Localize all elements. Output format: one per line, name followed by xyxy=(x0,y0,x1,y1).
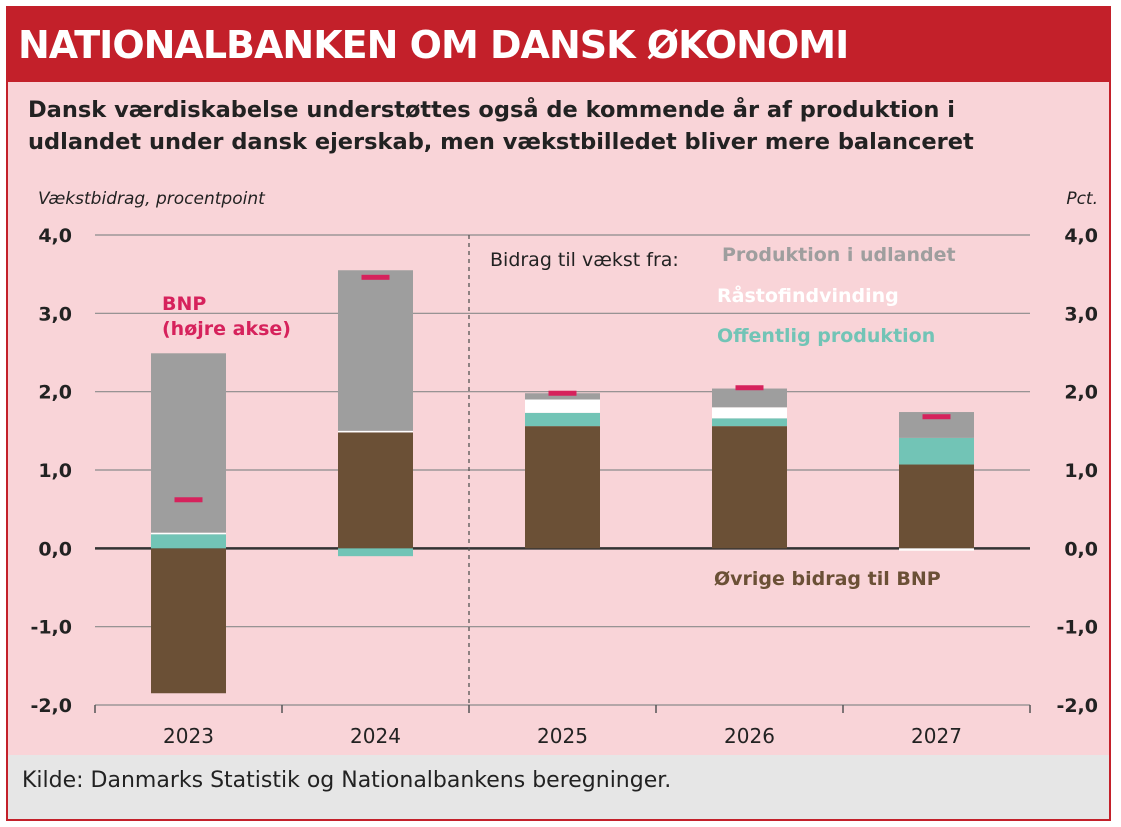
bars xyxy=(151,270,974,694)
bnp-marker xyxy=(735,385,764,391)
x-tick-label: 2027 xyxy=(911,724,962,748)
bar-segment-produktion_udland xyxy=(525,393,600,400)
bar-segment-raastof xyxy=(151,532,226,535)
y-tick-label-left: 0,0 xyxy=(38,538,72,560)
bar-segment-raastof xyxy=(525,399,600,413)
banner-title: NATIONALBANKEN OM DANSK ØKONOMI xyxy=(8,8,1109,82)
x-tick-label: 2023 xyxy=(163,724,214,748)
bar-segment-offentlig xyxy=(338,548,413,557)
source-note: Kilde: Danmarks Statistik og Nationalban… xyxy=(8,755,1109,819)
bar-segment-raastof xyxy=(899,548,974,551)
y-tick-label-left: 2,0 xyxy=(38,382,72,404)
subtitle-line-2: udlandet under dansk ejerskab, men vækst… xyxy=(28,129,974,155)
y-tick-label-left: -2,0 xyxy=(30,695,72,717)
y-tick-label-right: -1,0 xyxy=(1056,617,1098,639)
chart-subtitle: Dansk værdiskabelse understøttes også de… xyxy=(28,94,1098,158)
legend-raastof: Råstofindvinding xyxy=(717,283,899,307)
bar-segment-oevrige xyxy=(338,432,413,549)
bar-segment-oevrige xyxy=(525,426,600,549)
legend-offentlig: Offentlig produktion xyxy=(717,325,935,347)
axis-labels: 4,0 4,0 3,0 3,0 2,0 2,0 1,0 1,0 0,0 0,0 -1,0 -1,0 -2… xyxy=(30,225,1098,748)
bnp-marker xyxy=(361,274,390,280)
bnp-markers xyxy=(174,274,951,503)
legend-title: Bidrag til vækst fra: xyxy=(490,249,679,271)
x-tick-label: 2026 xyxy=(724,724,775,748)
bar-segment-offentlig xyxy=(899,437,974,465)
bnp-marker xyxy=(174,497,203,503)
y-tick-label-left: 1,0 xyxy=(38,460,72,482)
y-tick-label-right: 2,0 xyxy=(1064,382,1098,404)
y-tick-label-left: 3,0 xyxy=(38,303,72,325)
y-axis-label-right: Pct. xyxy=(1066,189,1098,209)
y-tick-label-right: 3,0 xyxy=(1064,303,1098,325)
y-tick-label-right: 4,0 xyxy=(1064,225,1098,247)
y-tick-label-left: 4,0 xyxy=(38,225,72,247)
bar-segment-offentlig xyxy=(151,534,226,549)
bar-segment-produktion_udland xyxy=(712,388,787,408)
y-tick-label-right: 0,0 xyxy=(1064,538,1098,560)
bar-segment-oevrige xyxy=(899,464,974,549)
bar-segment-produktion_udland xyxy=(338,270,413,431)
y-tick-label-right: 1,0 xyxy=(1064,460,1098,482)
y-tick-label-left: -1,0 xyxy=(30,617,72,639)
bar-segment-oevrige xyxy=(712,426,787,549)
bar-segment-raastof xyxy=(338,430,413,433)
y-axis-label-left: Vækstbidrag, procentpoint xyxy=(38,189,266,209)
bar-segment-raastof xyxy=(712,407,787,419)
bnp-marker xyxy=(548,390,577,396)
legend-produktion-udland: Produktion i udlandet xyxy=(722,244,956,266)
subtitle-line-1: Dansk værdiskabelse understøttes også de… xyxy=(28,97,955,123)
bar-segment-offentlig xyxy=(525,412,600,427)
x-tick-label: 2025 xyxy=(537,724,588,748)
y-tick-label-right: -2,0 xyxy=(1056,695,1098,717)
bar-segment-oevrige xyxy=(151,548,226,694)
bar-segment-produktion_udland xyxy=(151,353,226,533)
bnp-marker xyxy=(922,414,951,420)
bnp-annotation-line-1: BNP xyxy=(162,293,206,315)
legend-oevrige: Øvrige bidrag til BNP xyxy=(714,568,941,590)
bnp-annotation-line-2: (højre akse) xyxy=(162,318,291,340)
x-tick-label: 2024 xyxy=(350,724,401,748)
bar-segment-offentlig xyxy=(712,418,787,427)
